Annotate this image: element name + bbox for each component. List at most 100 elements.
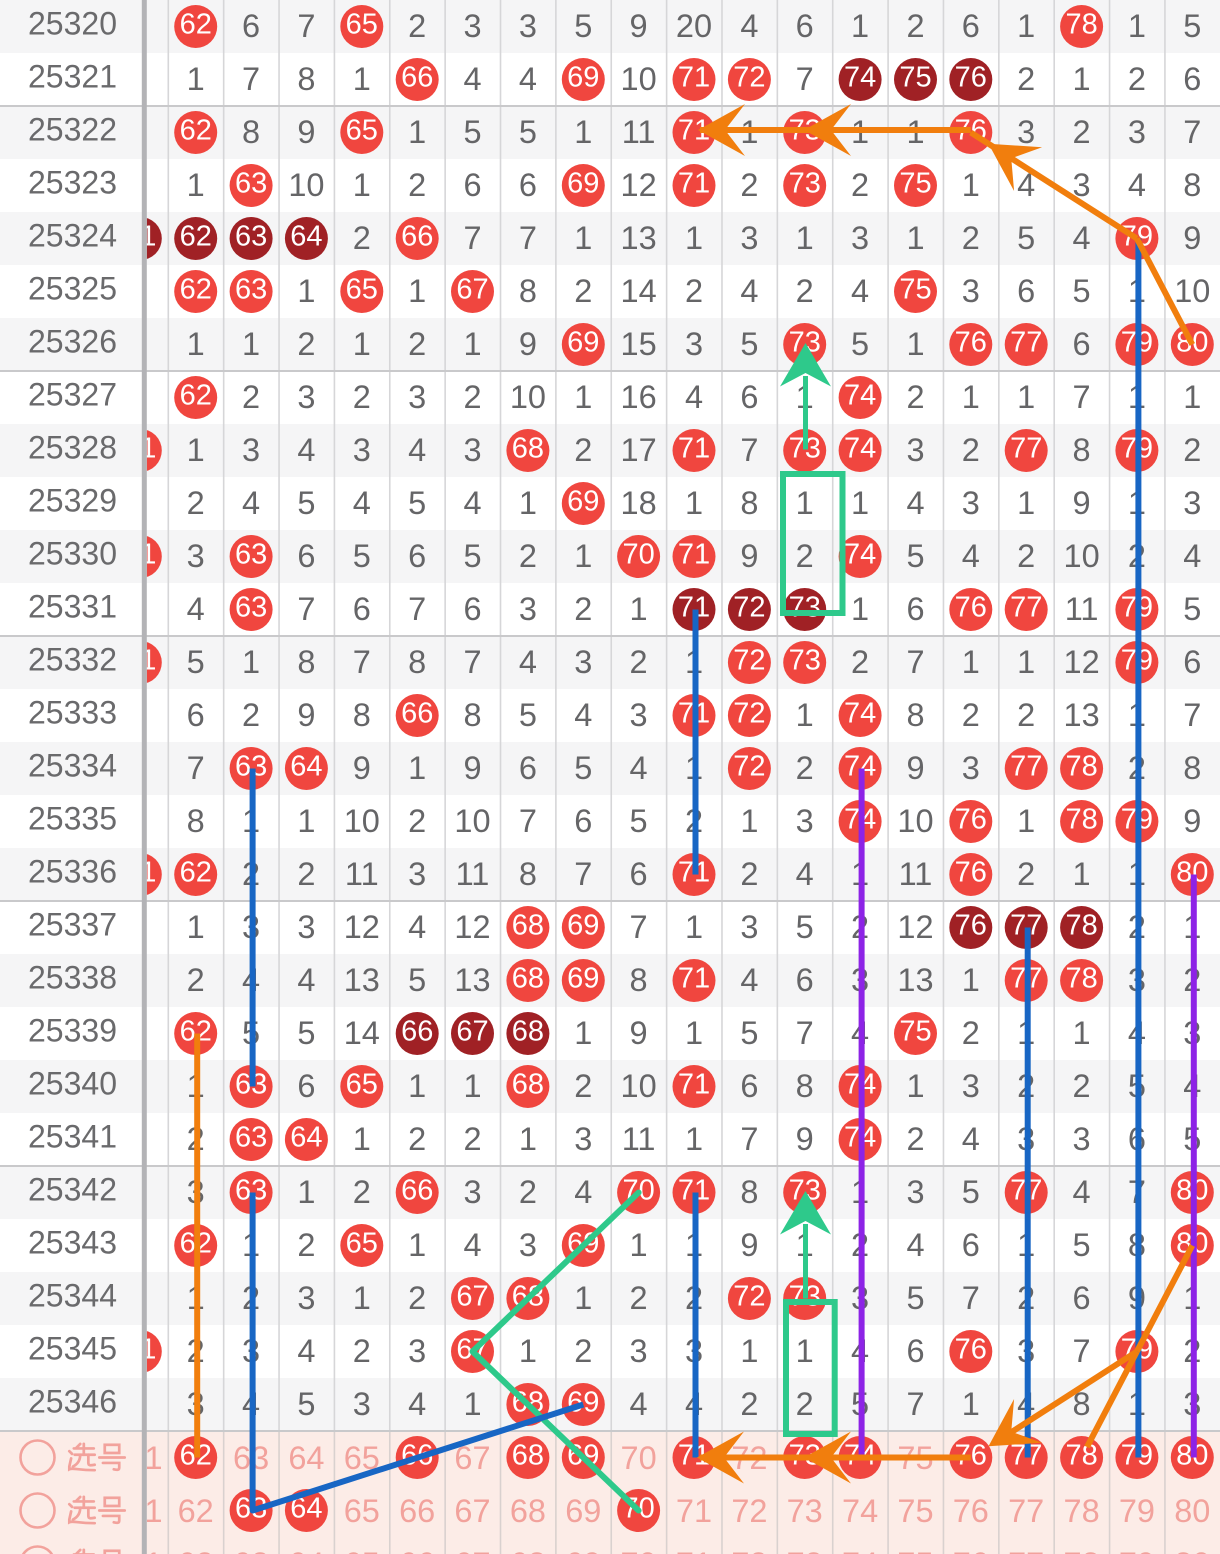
svg-text:25334: 25334	[28, 748, 117, 784]
svg-text:2: 2	[630, 644, 648, 680]
svg-text:6: 6	[962, 8, 980, 44]
svg-text:5: 5	[740, 1015, 758, 1051]
svg-text:80: 80	[1174, 1546, 1210, 1554]
svg-text:3: 3	[962, 750, 980, 786]
svg-text:1: 1	[685, 220, 703, 256]
svg-text:78: 78	[1065, 803, 1097, 835]
svg-text:4: 4	[851, 273, 869, 309]
svg-text:7: 7	[187, 750, 205, 786]
svg-text:3: 3	[796, 803, 814, 839]
svg-text:76: 76	[953, 1546, 989, 1554]
svg-text:1: 1	[685, 909, 703, 945]
svg-text:66: 66	[401, 1015, 433, 1047]
svg-text:4: 4	[574, 697, 592, 733]
svg-text:8: 8	[408, 644, 426, 680]
svg-text:7: 7	[463, 644, 481, 680]
svg-text:3: 3	[408, 856, 426, 892]
svg-text:2: 2	[519, 538, 537, 574]
svg-text:72: 72	[733, 644, 765, 676]
svg-text:9: 9	[1183, 803, 1201, 839]
svg-text:9: 9	[297, 697, 315, 733]
svg-text:2: 2	[408, 1121, 426, 1157]
svg-text:12: 12	[344, 909, 380, 945]
svg-text:1: 1	[1017, 803, 1035, 839]
svg-text:76: 76	[955, 591, 987, 623]
svg-text:1: 1	[574, 538, 592, 574]
svg-text:62: 62	[180, 220, 212, 252]
svg-text:2: 2	[796, 1386, 814, 1422]
svg-text:7: 7	[796, 1015, 814, 1051]
svg-text:2: 2	[574, 591, 592, 627]
svg-text:25340: 25340	[28, 1066, 117, 1102]
svg-text:6: 6	[906, 1333, 924, 1369]
svg-text:2: 2	[353, 220, 371, 256]
svg-text:8: 8	[297, 644, 315, 680]
svg-text:5: 5	[463, 538, 481, 574]
svg-text:3: 3	[463, 8, 481, 44]
svg-text:68: 68	[512, 1015, 544, 1047]
svg-text:74: 74	[844, 538, 876, 570]
svg-text:1: 1	[962, 962, 980, 998]
svg-text:25331: 25331	[28, 589, 117, 625]
svg-text:25336: 25336	[28, 854, 117, 890]
svg-text:72: 72	[731, 1546, 767, 1554]
svg-text:4: 4	[630, 750, 648, 786]
svg-text:25320: 25320	[28, 6, 117, 42]
svg-text:5: 5	[519, 697, 537, 733]
svg-text:3: 3	[408, 379, 426, 415]
svg-text:1: 1	[962, 167, 980, 203]
svg-text:4: 4	[242, 485, 260, 521]
svg-text:5: 5	[297, 1386, 315, 1422]
svg-text:13: 13	[1064, 697, 1100, 733]
svg-text:63: 63	[233, 1546, 269, 1554]
svg-text:3: 3	[297, 1280, 315, 1316]
svg-text:6: 6	[519, 750, 537, 786]
svg-text:4: 4	[463, 61, 481, 97]
svg-text:8: 8	[1073, 432, 1091, 468]
svg-text:6: 6	[796, 8, 814, 44]
svg-text:9: 9	[740, 1227, 758, 1263]
svg-text:1: 1	[1183, 379, 1201, 415]
svg-text:62: 62	[180, 856, 212, 888]
svg-text:1: 1	[408, 273, 426, 309]
svg-text:2: 2	[962, 1015, 980, 1051]
svg-text:2: 2	[574, 432, 592, 468]
svg-text:4: 4	[740, 8, 758, 44]
svg-text:2: 2	[242, 379, 260, 415]
svg-text:68: 68	[512, 1439, 544, 1471]
svg-text:7: 7	[962, 1280, 980, 1316]
svg-text:1: 1	[187, 326, 205, 362]
svg-text:7: 7	[1073, 1333, 1091, 1369]
svg-text:7: 7	[519, 220, 537, 256]
svg-text:9: 9	[630, 1015, 648, 1051]
svg-text:70: 70	[622, 538, 654, 570]
svg-text:1: 1	[187, 909, 205, 945]
svg-text:73: 73	[787, 1546, 823, 1554]
svg-text:25324: 25324	[28, 218, 117, 254]
svg-text:8: 8	[353, 697, 371, 733]
svg-text:1: 1	[353, 1121, 371, 1157]
svg-text:13: 13	[897, 962, 933, 998]
svg-text:1: 1	[1017, 485, 1035, 521]
svg-text:63: 63	[235, 167, 267, 199]
svg-text:73: 73	[789, 167, 821, 199]
svg-text:8: 8	[297, 61, 315, 97]
svg-text:13: 13	[344, 962, 380, 998]
svg-text:69: 69	[567, 962, 599, 994]
svg-text:64: 64	[290, 750, 322, 782]
svg-text:62: 62	[180, 273, 212, 305]
svg-text:8: 8	[1183, 750, 1201, 786]
svg-text:2: 2	[1073, 1068, 1091, 1104]
svg-text:69: 69	[567, 326, 599, 358]
svg-text:8: 8	[1183, 167, 1201, 203]
svg-text:2: 2	[408, 167, 426, 203]
svg-text:4: 4	[353, 485, 371, 521]
svg-text:2: 2	[408, 326, 426, 362]
svg-text:69: 69	[565, 1493, 601, 1529]
svg-text:11: 11	[622, 1121, 656, 1157]
svg-text:6: 6	[1183, 61, 1201, 97]
svg-text:65: 65	[346, 1068, 378, 1100]
svg-text:4: 4	[1073, 1174, 1091, 1210]
svg-text:2: 2	[1017, 61, 1035, 97]
svg-text:18: 18	[621, 485, 657, 521]
